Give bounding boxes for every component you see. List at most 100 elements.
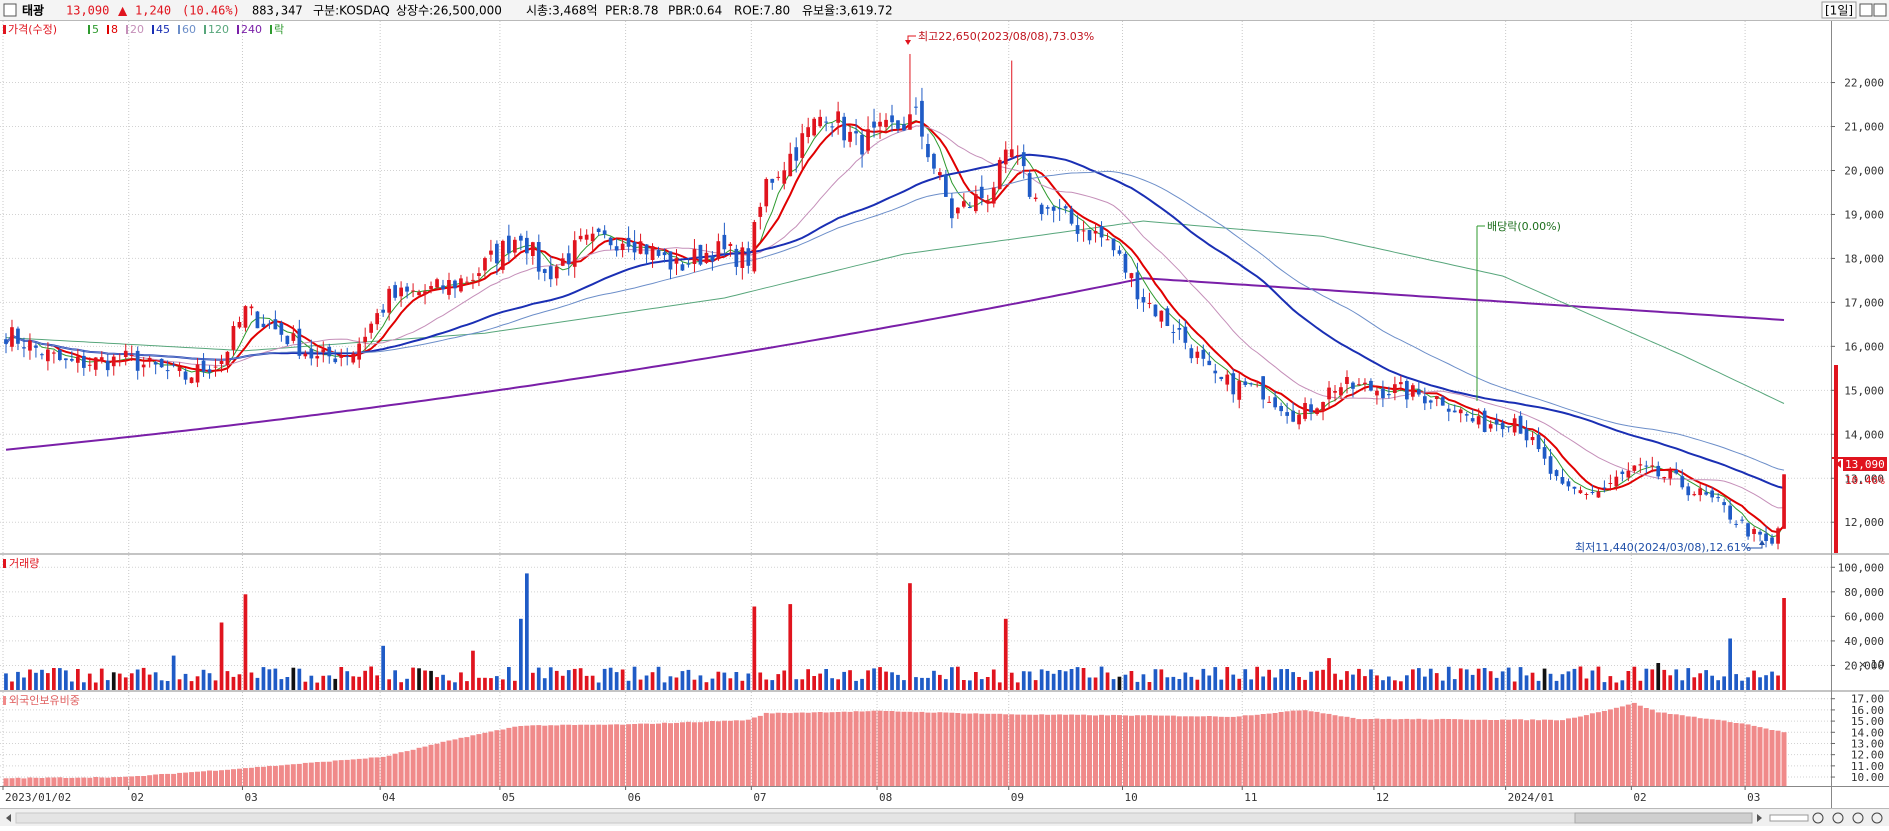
zoom-reset-icon[interactable] [1852,812,1864,824]
y-tick: 16,000 [1831,340,1884,353]
foreign-ratio-bar [398,752,404,786]
scroll-thumb[interactable] [1574,812,1753,824]
candlesticks[interactable] [4,53,1786,550]
legend-ma-20[interactable]: 20 [130,23,144,36]
candle [710,255,715,262]
price-legend[interactable]: 가격(수정) 5 8 20 45 60 120 240 락 [3,23,284,36]
legend-ma-120[interactable]: 120 [208,23,229,36]
foreign-ratio-bar [1410,719,1416,786]
foreign-ratio-bar [1134,715,1140,786]
y-tick: 17.00 [1831,693,1884,706]
legend-ma-5[interactable]: 5 [92,23,99,36]
candle [1554,470,1559,477]
foreign-ratio-bar [440,741,446,786]
candle [189,377,194,383]
foreign-ratio-bar [1697,718,1703,786]
checkbox-icon[interactable] [3,3,17,17]
zoom-in-icon[interactable] [1812,812,1824,824]
volume-bar [375,675,379,690]
foreign-ratio-bar [33,777,39,786]
foreign-ratio-bar [308,762,314,786]
zoom-slider[interactable] [1769,814,1809,822]
candle [1698,488,1702,496]
candle [542,269,547,273]
window-close-icon[interactable] [1873,3,1887,17]
volume-panel[interactable] [0,555,1831,690]
foreign-ratio-bar [1560,720,1565,786]
foreign-ratio-bar [620,724,626,786]
stock-chart[interactable]: 22,000 21,000 20,000 19,000 18,000 17,000 16,0… [0,21,1889,808]
candle [111,356,116,367]
legend-ma-45[interactable]: 45 [156,23,170,36]
foreign-ratio-bar [566,724,572,786]
zoom-fit-icon[interactable] [1871,812,1883,824]
volume-bar [1722,676,1726,690]
candle [285,335,290,345]
legend-ma-8[interactable]: 8 [111,23,118,36]
candle [1716,497,1720,499]
candle [405,286,409,292]
foreign-ratio-bar [596,724,602,786]
foreign-ratio-bar [931,712,937,786]
scroll-left-icon[interactable] [6,814,11,822]
foreign-ratio-bar [1081,714,1087,786]
volume-bar [938,674,942,690]
candle [1482,410,1487,432]
zoom-out-icon[interactable] [1832,812,1844,824]
volume-bar [4,673,8,690]
volume-bar [201,669,206,690]
foreign-ratio-bar [15,777,21,786]
foreign-ratio-bar [344,759,350,786]
candle [279,322,284,335]
legend-ma-락[interactable]: 락 [274,23,284,36]
volume-bar [1273,677,1277,690]
candle [650,246,655,260]
stock-name[interactable]: 태광 [22,3,44,18]
period-button[interactable] [1821,1,1857,19]
foreign-ratio-bar [1589,713,1595,786]
foreign-ratio-bar [662,722,667,786]
ma-240-path [5,277,1785,451]
foreign-ratio-bars[interactable] [3,702,1787,786]
volume-bar [991,669,996,690]
foreign-ratio-bar [93,777,99,786]
volume-bar [578,668,583,690]
foreign-ratio-bar [1356,719,1362,786]
candle [1321,402,1325,412]
foreign-ratio-bar [183,772,189,786]
scroll-right-icon[interactable] [1757,814,1762,822]
candle [87,364,92,366]
candle [656,250,661,256]
candle [16,328,20,344]
y-tick: 14.00 [1831,726,1884,739]
volume-bars[interactable] [4,573,1786,690]
volume-bar [1171,676,1176,690]
foreign-ratio-bar [1063,714,1069,786]
volume-bar [638,679,643,690]
legend-ma-240[interactable]: 240 [241,23,262,36]
scroll-track[interactable] [15,812,1753,824]
volume-bar [554,670,559,690]
svg-text:16.00: 16.00 [1851,704,1884,717]
volume-bar [1464,669,1469,690]
volume-bar [393,670,397,690]
listed-shares: 상장수:26,500,000 [396,4,502,18]
x-tick: 03 [241,786,258,804]
window-restore-icon[interactable] [1859,3,1873,17]
candle [866,129,870,151]
volume-bar [896,674,900,690]
legend-ma-60[interactable]: 60 [182,23,196,36]
y-tick: 16.00 [1831,704,1884,717]
volume-bar [608,667,613,690]
candle [1440,397,1445,406]
foreign-ratio-bar [1781,732,1787,786]
foreign-ratio-bar [757,715,763,786]
candle [1351,382,1355,389]
low-annotation: 최저11,440(2024/03/08),12.61% [1575,540,1765,554]
scroll-bar-area[interactable] [0,808,1889,826]
foreign-ratio-bar [476,734,482,786]
volume-panel-title: 거래량 [9,557,39,570]
candle [531,242,535,256]
foreign-ratio-bar [338,760,344,786]
legend-swatch [107,25,109,34]
